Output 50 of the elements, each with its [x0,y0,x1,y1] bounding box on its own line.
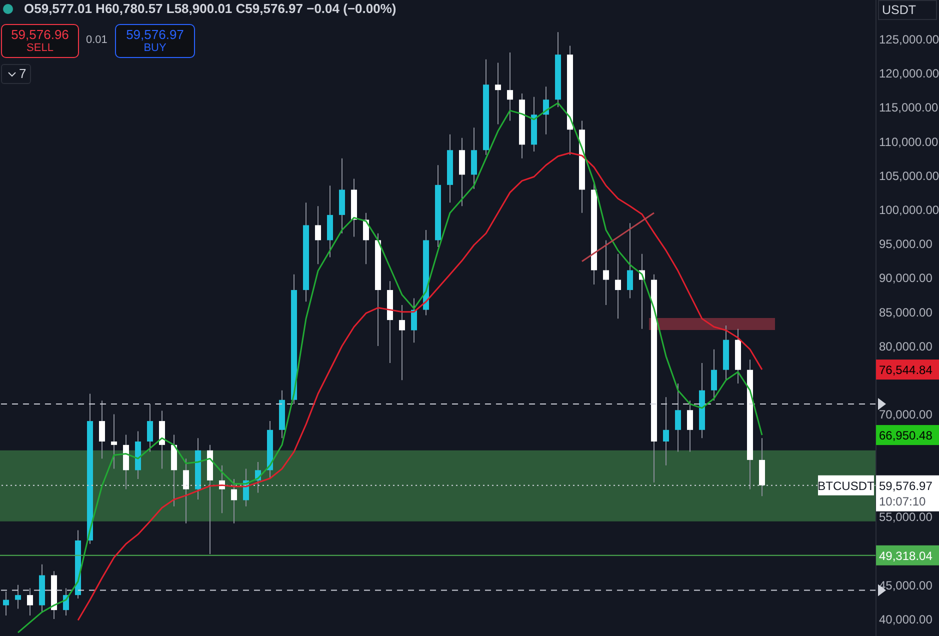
candlestick [315,206,321,265]
candlestick [111,414,117,470]
y-tick-label: 55,000.00 [879,510,933,524]
y-tick-label: 100,000.00 [879,203,939,217]
line-series [77,152,763,622]
y-tick-label: 120,000.00 [879,66,939,81]
candlestick [687,400,693,452]
candlestick [3,591,9,616]
y-tick-label: 115,000.00 [879,100,938,115]
candlestick [663,396,669,466]
annotation: BTCUSDT [818,478,875,493]
candlestick [99,400,105,460]
candlestick [711,348,717,402]
y-tick-label: 70,000.00 [879,408,933,422]
y-tick-label: 105,000.00 [879,168,939,183]
candlestick [675,383,681,452]
annotation: 59,576.97 [125,27,185,42]
candlestick [27,588,33,616]
chart-title: O59,577.01 H60,780.57 L58,900.01 C59,576.97 −0.04 (−0.00%) [24,1,396,16]
candlestick [627,222,633,299]
candlestick [603,240,609,306]
annotation: 7 [19,66,26,81]
candlestick [507,52,513,122]
text: 76,544.84 [879,363,933,378]
annotation: 0.01 [86,34,108,46]
candlestick [15,584,21,610]
y-axis-title: USDT [878,0,937,20]
annotation: 59,576.96 [10,27,70,42]
candlestick [231,478,237,524]
text: 10:07:10 [879,494,926,508]
y-tick-label: 40,000.00 [879,612,933,626]
annotation: SELL [26,42,54,54]
y-tick-label: 90,000.00 [879,271,933,286]
y-tick-label: 110,000.00 [879,134,938,149]
y-tick-label: 125,000.00 [879,32,939,46]
text: 66,950.48 [879,428,933,443]
candlestick [399,304,405,381]
candlestick [411,298,417,344]
ref-line-label: 59,576.97 [879,478,933,493]
candlestick [495,62,501,125]
y-tick-label: 85,000.00 [879,305,933,320]
y-tick-label: 80,000.00 [879,339,933,354]
annotation: BUY [142,42,168,54]
candlestick [615,253,621,320]
candlestick [363,212,369,265]
ref-line-label: 49,318.04 [879,548,933,563]
candlestick [159,410,165,470]
candlestick [147,403,153,452]
candlestick [183,458,189,524]
y-tick-label: 95,000.00 [879,237,933,252]
